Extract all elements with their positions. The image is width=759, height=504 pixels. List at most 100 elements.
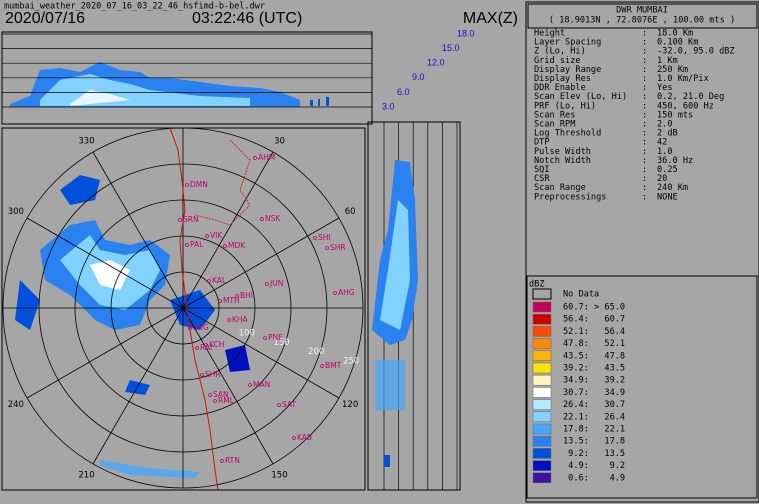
param-value: 0.2, 21.0 Deg [657,92,724,102]
city-label: VIK [210,231,223,240]
legend-swatch [532,411,552,423]
height-label: 12.0 [427,58,445,68]
range-label: 150 [273,338,289,348]
city-label: MDK [228,241,246,250]
city-marker [185,183,189,187]
param-separator: : [642,192,647,202]
legend-label: 4.9: 9.2 [563,461,625,471]
city-label: RAI [200,343,212,352]
city-marker [320,364,324,368]
range-label: 250 [343,357,359,367]
coastline [169,128,219,490]
legend-swatch [532,399,552,410]
height-label: 9.0 [412,72,425,82]
city-marker [325,246,329,250]
city-label: JUN [269,279,283,288]
param-separator: : [642,56,647,66]
param-name: Scan Res [534,110,575,120]
param-separator: : [642,138,647,148]
param-name: CSR [534,174,550,184]
legend-swatch [532,313,552,325]
city-label: BHI [240,291,253,300]
city-label: SAN [213,390,229,399]
spoke [92,151,184,309]
param-name: Display Res [534,74,591,84]
legend-label: 30.7: 34.9 [563,388,625,398]
legend-swatch [532,435,552,447]
param-separator: : [642,120,647,130]
city-marker [195,346,199,350]
city-marker [208,393,212,397]
param-name: Scan Elev (Lo, Hi) [534,92,627,102]
spoke [92,307,184,465]
param-separator: : [642,174,647,184]
param-value: 240 Km [657,183,688,193]
legend-box [526,275,758,499]
param-name: Pulse Width [534,147,591,157]
azimuth-label: 60 [345,207,356,217]
param-separator: : [642,47,647,57]
legend-swatch [532,460,552,471]
height-label: 15.0 [442,43,460,53]
spoke [182,307,340,399]
height-label: 18.0 [457,28,475,38]
param-separator: : [642,183,647,193]
city-label: SHR [205,370,221,379]
legend-label: 60.7: > 65.0 [563,303,625,313]
azimuth-label: 210 [78,471,94,481]
azimuth-label: 150 [271,471,287,481]
city-label: KAL [212,276,227,285]
param-value: 2 dB [657,129,678,139]
param-value: 150 mts [657,110,693,120]
city-marker [292,436,296,440]
city-label: AHM [258,153,275,162]
legend-label: 17.8: 22.1 [563,425,625,435]
param-separator: : [642,38,647,48]
time: 03:22:46 (UTC) [192,10,302,27]
city-label: SHI [318,233,331,242]
param-separator: : [642,129,647,139]
city-marker [263,336,267,340]
legend-label: 34.9: 39.2 [563,376,625,386]
city-label: SHR [330,243,346,252]
param-value: Yes [657,83,673,93]
azimuth-label: 120 [342,400,358,410]
city-marker [265,282,269,286]
param-name: Scan RPM [534,120,575,130]
legend-swatch [532,326,552,337]
legend-swatch [532,374,552,386]
spoke [182,307,274,465]
param-value: 450, 600 Hz [657,101,714,111]
city-label: SRN [183,215,199,224]
legend-swatch [532,472,552,484]
param-value: 0.25 [657,165,678,175]
date: 2020/07/16 [5,10,85,27]
map: 30 60 120 150 210 240 300 330 100 150 200 250 AHM DM… [2,128,364,490]
param-separator: : [642,65,647,75]
side-panel [367,121,461,491]
spoke [26,217,184,309]
param-name: Notch Width [534,156,591,166]
param-name: Grid size [534,56,581,66]
city-marker [207,279,211,283]
city-label: RTN [225,456,240,465]
param-name: Layer Spacing [534,38,601,48]
param-value: 1.0 Km/Pix [657,74,709,84]
city-label: AHG [338,288,355,297]
param-separator: : [642,83,647,93]
station-name: DWR MUMBAI [616,6,668,16]
station-coords: ( 18.9013N , 72.8076E , 100.00 mts ) [549,16,735,26]
city-label: MTH [223,296,240,305]
legend-swatch [532,338,552,349]
no-data-swatch [532,288,552,300]
param-name: Scan Range [534,183,586,193]
city-label: SRG [193,323,209,332]
city-marker [218,299,222,303]
city-label: RML [218,396,235,405]
param-name: Height [534,29,565,39]
param-name: Log Threshold [534,129,601,139]
state-border [194,139,251,226]
city-label: KAB [297,433,312,442]
legend-swatch [532,387,552,398]
